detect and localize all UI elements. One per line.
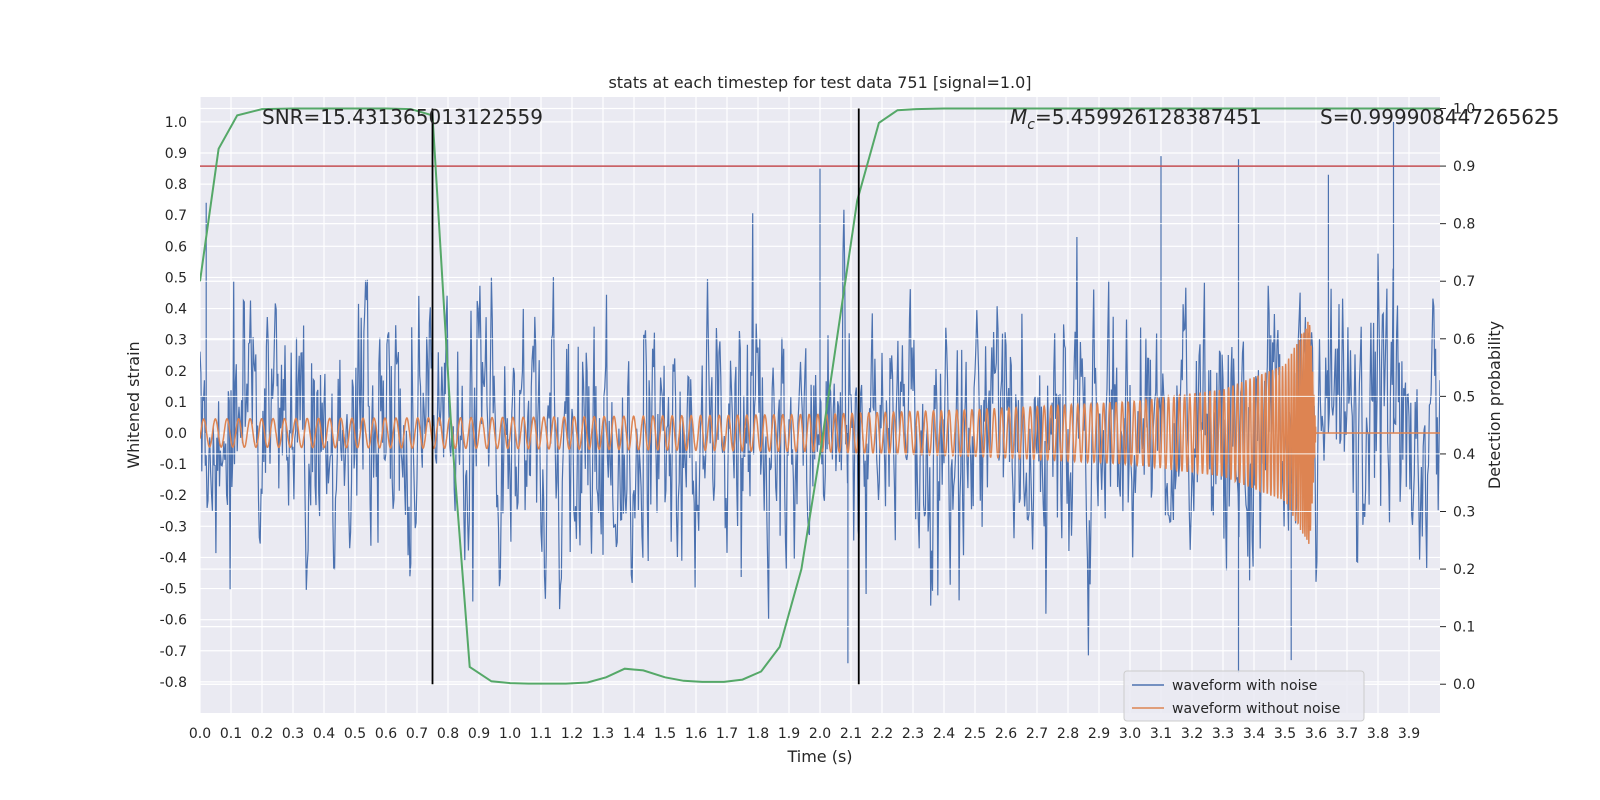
series-detection-probability bbox=[200, 107, 1440, 685]
y-tick-label: 1.0 bbox=[165, 115, 187, 131]
chart-title: stats at each timestep for test data 751… bbox=[608, 73, 1031, 92]
y2-tick-label: 0.9 bbox=[1453, 159, 1475, 175]
snr-annotation: SNR=15.431365013122559 bbox=[262, 105, 543, 129]
legend: waveform with noise waveform without noi… bbox=[1123, 670, 1365, 722]
x-tick-label: 1.7 bbox=[716, 726, 738, 742]
x-tick-label: 3.5 bbox=[1274, 726, 1296, 742]
y2-tick-label: 0.5 bbox=[1453, 389, 1475, 405]
x-tick-label: 0.0 bbox=[189, 726, 211, 742]
chirp-mass-annotation: Mc=5.459926128387451 bbox=[1010, 105, 1262, 133]
x-tick-label: 0.4 bbox=[313, 726, 335, 742]
x-tick-label: 1.1 bbox=[530, 726, 552, 742]
x-tick-label: 2.8 bbox=[1057, 726, 1079, 742]
y-tick-labels: 1.0 0.9 0.8 0.7 0.6 0.5 0.4 0.3 0.2 0.1 0.0 -0.1 -0.… bbox=[160, 115, 187, 691]
y-tick-label: -0.1 bbox=[160, 457, 187, 473]
series-waveform-with-noise bbox=[200, 121, 1440, 673]
y-tick-label: 0.2 bbox=[165, 364, 187, 380]
x-tick-label: 0.7 bbox=[406, 726, 428, 742]
x-axis-label: Time (s) bbox=[786, 747, 852, 766]
x-tick-label: 1.9 bbox=[778, 726, 800, 742]
x-tick-label: 3.4 bbox=[1243, 726, 1265, 742]
chirp-mass-symbol: M bbox=[1010, 105, 1027, 129]
y2-axis-label: Detection probability bbox=[1485, 321, 1504, 489]
y-axis-label: Whitened strain bbox=[124, 341, 143, 468]
y-tick-label: 0.8 bbox=[165, 177, 187, 193]
x-tick-label: 3.3 bbox=[1212, 726, 1234, 742]
x-tick-label: 3.8 bbox=[1367, 726, 1389, 742]
y-tick-label: 0.5 bbox=[165, 270, 187, 286]
x-tick-label: 3.0 bbox=[1119, 726, 1141, 742]
y-tick-label: 0.3 bbox=[165, 333, 187, 349]
x-tick-label: 2.6 bbox=[995, 726, 1017, 742]
x-tick-label: 2.5 bbox=[964, 726, 986, 742]
x-tick-label: 1.6 bbox=[685, 726, 707, 742]
x-tick-label: 2.0 bbox=[809, 726, 831, 742]
series-waveform-without-noise bbox=[200, 321, 1440, 544]
x-tick-label: 2.3 bbox=[902, 726, 924, 742]
x-tick-label: 1.2 bbox=[561, 726, 583, 742]
legend-label-without-noise: waveform without noise bbox=[1172, 701, 1340, 717]
x-tick-label: 0.8 bbox=[437, 726, 459, 742]
x-tick-label: 1.8 bbox=[747, 726, 769, 742]
y2-tick-label: 0.2 bbox=[1453, 562, 1475, 578]
chirp-mass-subscript: c bbox=[1027, 117, 1035, 133]
y2-tick-label: 0.7 bbox=[1453, 274, 1475, 290]
x-tick-label: 1.5 bbox=[654, 726, 676, 742]
event-vlines bbox=[431, 108, 860, 685]
y-tick-label: -0.8 bbox=[160, 675, 187, 691]
y2-tick-label: 0.0 bbox=[1453, 677, 1475, 693]
legend-box bbox=[1123, 670, 1365, 722]
y-tick-label: 0.4 bbox=[165, 302, 187, 318]
y-tick-label: 0.9 bbox=[165, 146, 187, 162]
y-tick-label: -0.7 bbox=[160, 644, 187, 660]
x-tick-label: 0.3 bbox=[282, 726, 304, 742]
chirp-mass-value: =5.459926128387451 bbox=[1035, 105, 1262, 129]
s-annotation: S=0.999908447265625 bbox=[1320, 105, 1559, 129]
y-tick-label: 0.7 bbox=[165, 208, 187, 224]
plot-series bbox=[200, 107, 1440, 685]
x-tick-label: 0.6 bbox=[375, 726, 397, 742]
x-tick-label: 0.9 bbox=[468, 726, 490, 742]
y-tick-label: -0.4 bbox=[160, 550, 187, 566]
x-tick-label: 2.2 bbox=[871, 726, 893, 742]
y2-tick-labels: 1.0 0.9 0.8 0.7 0.6 0.5 0.4 0.3 0.2 0.1 0.0 bbox=[1440, 102, 1475, 693]
x-tick-label: 2.9 bbox=[1088, 726, 1110, 742]
y-tick-label: 0.0 bbox=[165, 426, 187, 442]
y2-tick-label: 0.1 bbox=[1453, 620, 1475, 636]
x-tick-label: 0.1 bbox=[220, 726, 242, 742]
y2-tick-label: 0.8 bbox=[1453, 217, 1475, 233]
y2-tick-label: 1.0 bbox=[1453, 102, 1475, 118]
x-tick-label: 1.4 bbox=[623, 726, 645, 742]
x-tick-label: 0.2 bbox=[251, 726, 273, 742]
x-tick-label: 1.0 bbox=[499, 726, 521, 742]
x-tick-labels: 0.0 0.1 0.2 0.3 0.4 0.5 0.6 0.7 0.8 0.9 1.0 1.1 1.2 1… bbox=[189, 726, 1420, 742]
y2-tick-label: 0.3 bbox=[1453, 505, 1475, 521]
x-tick-label: 2.1 bbox=[840, 726, 862, 742]
y-tick-label: -0.5 bbox=[160, 582, 187, 598]
y2-gridlines-overlay bbox=[200, 108, 1440, 685]
legend-label-with-noise: waveform with noise bbox=[1172, 678, 1317, 694]
x-tick-label: 3.6 bbox=[1305, 726, 1327, 742]
x-tick-label: 0.5 bbox=[344, 726, 366, 742]
x-tick-label: 3.2 bbox=[1181, 726, 1203, 742]
y2-tick-label: 0.4 bbox=[1453, 447, 1475, 463]
x-tick-label: 2.7 bbox=[1026, 726, 1048, 742]
y-tick-label: -0.6 bbox=[160, 613, 187, 629]
y2-tick-label: 0.6 bbox=[1453, 332, 1475, 348]
y-tick-label: -0.3 bbox=[160, 519, 187, 535]
x-tick-label: 3.7 bbox=[1336, 726, 1358, 742]
y-tick-label: -0.2 bbox=[160, 488, 187, 504]
y-tick-label: 0.1 bbox=[165, 395, 187, 411]
x-tick-label: 3.9 bbox=[1398, 726, 1420, 742]
y-tick-label: 0.6 bbox=[165, 239, 187, 255]
x-tick-label: 3.1 bbox=[1150, 726, 1172, 742]
x-tick-label: 2.4 bbox=[933, 726, 955, 742]
x-tick-label: 1.3 bbox=[592, 726, 614, 742]
